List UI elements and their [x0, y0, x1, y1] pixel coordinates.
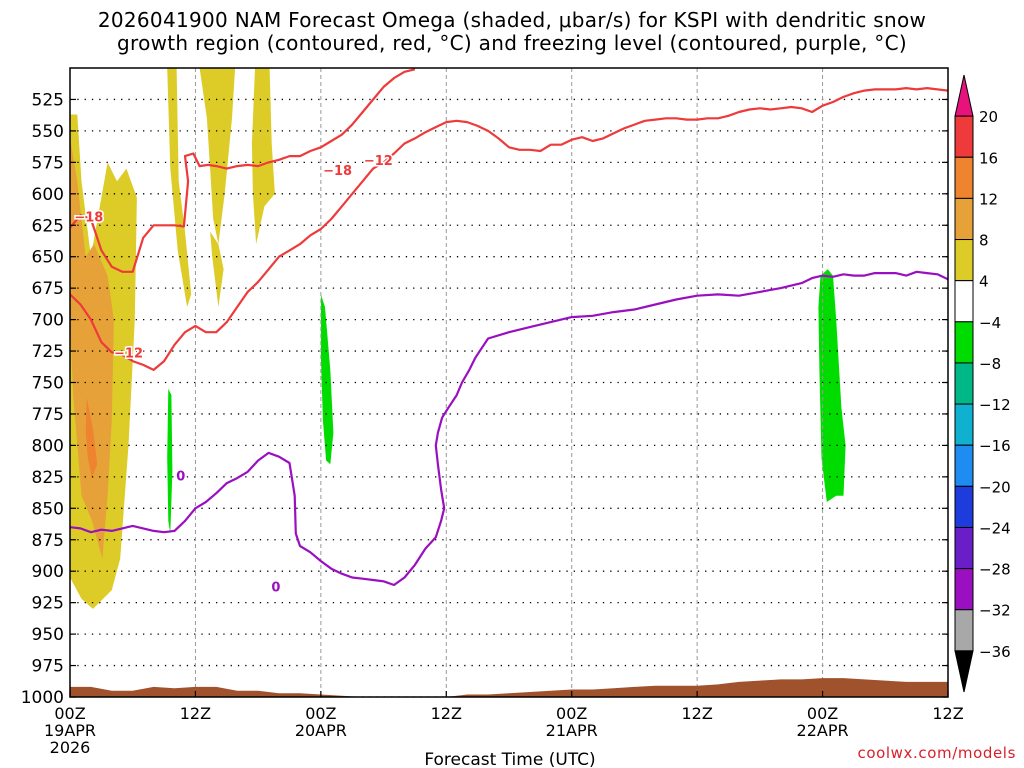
- x-tick-label: 00Z: [556, 704, 587, 723]
- x-tick-date-label: 20APR: [295, 721, 347, 740]
- colorbar-bin: [954, 156, 974, 199]
- colorbar: 20 16 12 8 4 −4 −8 −12 −16 −20 −24 −28 −32 −36: [954, 74, 1011, 693]
- colorbar-label: −20: [979, 478, 1011, 496]
- downward-motion-green: [167, 388, 173, 534]
- y-tick-label: 775: [32, 405, 64, 425]
- y-tick-label: 875: [32, 531, 64, 551]
- colorbar-bin: [954, 568, 974, 611]
- y-tick-label: 1000: [21, 688, 64, 708]
- upward-motion-dark-orange: [85, 397, 98, 479]
- x-tick-date-label: 19APR: [44, 721, 96, 740]
- colorbar-label: −8: [979, 355, 1001, 373]
- x-axis-label: Forecast Time (UTC): [424, 750, 595, 768]
- y-tick-label: 800: [32, 436, 64, 456]
- colorbar-label: −32: [979, 602, 1011, 620]
- plot-area: −18 −18 −12 −12 0 0: [70, 68, 948, 697]
- upward-motion-orange: [70, 137, 114, 559]
- upward-motion-yellow: [167, 68, 192, 307]
- x-tick-label: 00Z: [807, 704, 838, 723]
- colorbar-bin: [954, 444, 974, 487]
- colorbar-bin: [954, 403, 974, 446]
- downward-motion-green: [818, 269, 846, 502]
- axes: 525 550 575 600 625 650 675 700 725 750 775 800 825 8…: [21, 67, 964, 757]
- colorbar-bin: [954, 362, 974, 405]
- dendritic-minus-18-label: −18: [323, 164, 352, 179]
- colorbar-label: −24: [979, 519, 1011, 537]
- y-tick-label: 675: [32, 279, 64, 299]
- dendritic-minus-18-line: [70, 68, 416, 273]
- credit-link[interactable]: coolwx.com/models: [857, 744, 1016, 762]
- x-tick-date-label: 21APR: [546, 721, 598, 740]
- x-tick-label: 00Z: [54, 704, 85, 723]
- y-tick-label: 925: [32, 594, 64, 614]
- upward-motion-yellow: [210, 231, 224, 307]
- colorbar-label: −36: [979, 643, 1011, 661]
- y-tick-label: 725: [32, 342, 64, 362]
- dendritic-minus-18-label: −18: [74, 210, 103, 225]
- colorbar-label: −12: [979, 396, 1011, 414]
- x-tick-label: 12Z: [932, 704, 963, 723]
- x-tick-label: 12Z: [681, 704, 712, 723]
- colorbar-bin: [954, 321, 974, 364]
- downward-motion-green: [320, 294, 334, 465]
- colorbar-label: −28: [979, 561, 1011, 579]
- x-tick-label: 12Z: [431, 704, 462, 723]
- y-tick-label: 600: [32, 185, 64, 205]
- plot-content: −18 −18 −12 −12 0 0: [70, 68, 948, 697]
- colorbar-label: −16: [979, 437, 1011, 455]
- upward-motion-yellow: [199, 68, 236, 245]
- y-tick-label: 850: [32, 499, 64, 519]
- y-tick-label: 900: [32, 562, 64, 582]
- x-tick-date-label: 22APR: [797, 721, 849, 740]
- y-tick-label: 825: [32, 468, 64, 488]
- colorbar-label: 20: [979, 108, 998, 126]
- terrain-fill: [70, 678, 948, 697]
- colorbar-bin: [954, 239, 974, 282]
- colorbar-label: 4: [979, 273, 989, 291]
- dendritic-minus-12-label: −12: [114, 346, 143, 361]
- colorbar-top-arrow: [954, 74, 974, 117]
- dendritic-minus-12-label: −12: [364, 154, 393, 169]
- y-tick-label: 550: [32, 122, 64, 142]
- y-tick-label: 650: [32, 248, 64, 268]
- freezing-level-0-line: [70, 270, 948, 587]
- colorbar-bottom-arrow: [954, 650, 974, 693]
- colorbar-bin: [954, 526, 974, 570]
- y-tick-label: 575: [32, 153, 64, 173]
- y-tick-label: 625: [32, 216, 64, 236]
- colorbar-bin: [954, 197, 974, 241]
- colorbar-bin: [954, 115, 974, 158]
- y-tick-label: 975: [32, 657, 64, 677]
- freezing-level-0-label: 0: [176, 470, 185, 485]
- y-tick-label: 950: [32, 625, 64, 645]
- chart-title-line-2: growth region (contoured, red, °C) and f…: [117, 31, 907, 55]
- colorbar-label: 12: [979, 190, 998, 208]
- colorbar-label: −4: [979, 314, 1001, 332]
- chart-title-line-1: 2026041900 NAM Forecast Omega (shaded, μ…: [97, 8, 927, 32]
- x-tick-label: 12Z: [180, 704, 211, 723]
- colorbar-bin: [954, 609, 974, 652]
- y-tick-label: 700: [32, 311, 64, 331]
- y-tick-label: 525: [32, 90, 64, 110]
- dendritic-minus-12-line: [70, 87, 948, 371]
- colorbar-label: 16: [979, 149, 998, 167]
- x-tick-label: 00Z: [305, 704, 336, 723]
- upward-motion-yellow: [251, 68, 275, 245]
- y-tick-label: 750: [32, 374, 64, 394]
- colorbar-bin: [954, 280, 974, 323]
- freezing-level-0-label: 0: [271, 580, 280, 595]
- colorbar-bin: [954, 485, 974, 528]
- x-tick-year-label: 2026: [50, 738, 91, 757]
- colorbar-label: 8: [979, 232, 989, 250]
